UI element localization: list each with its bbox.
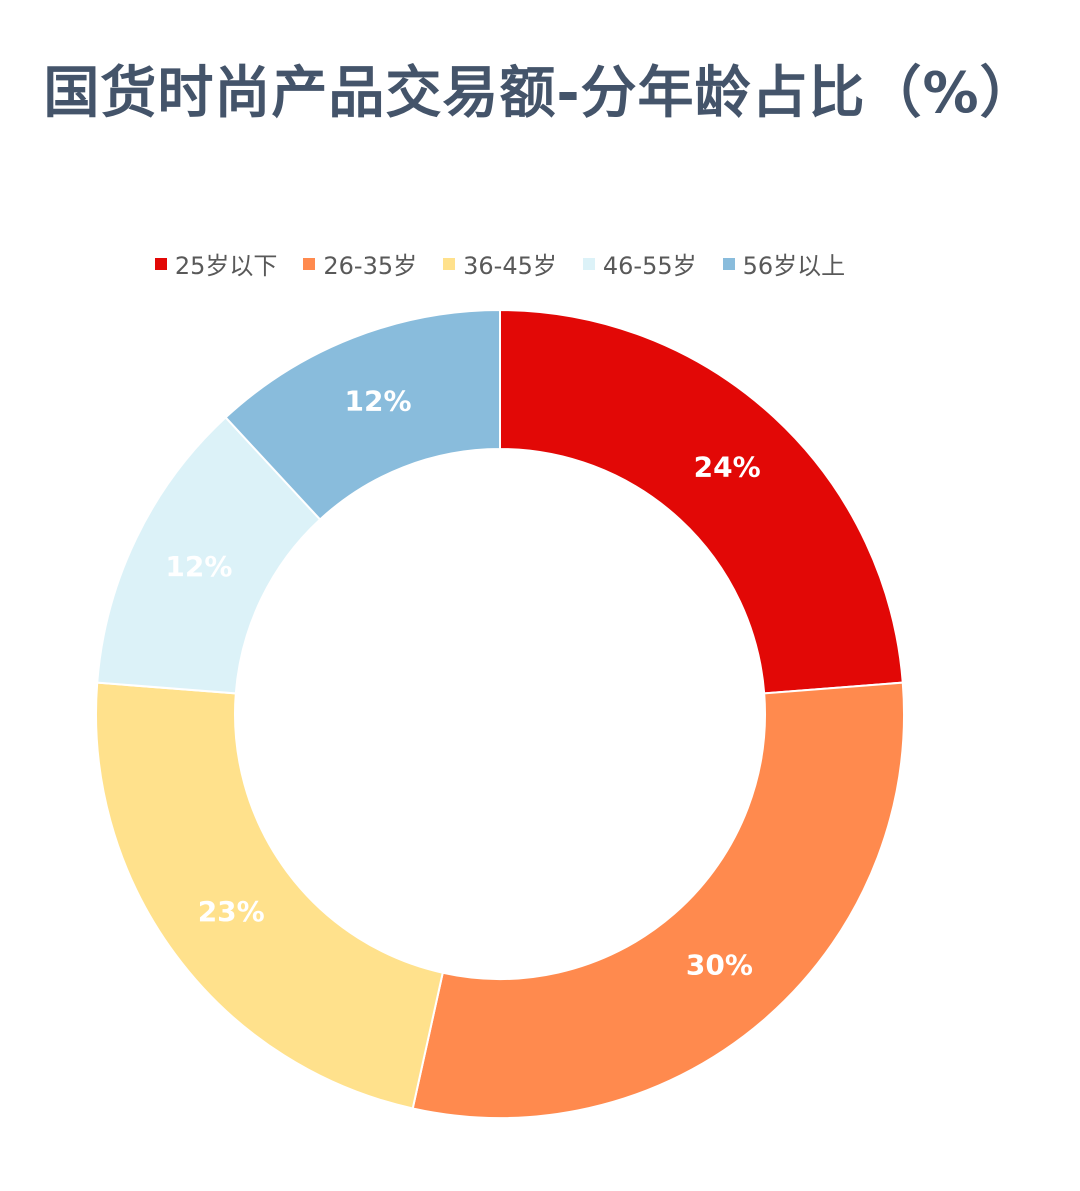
slice-56-over: [224, 308, 501, 521]
slice-25-under: [499, 308, 904, 695]
slice-36-45: [95, 681, 444, 1110]
legend-label: 46-55岁: [602, 252, 697, 280]
legend-label: 26-35岁: [323, 252, 418, 280]
legend-swatch: [582, 257, 595, 270]
data-label: 30%: [686, 948, 753, 981]
legend-swatch: [443, 257, 456, 270]
slice-26-35: [411, 681, 905, 1119]
chart-title: 国货时尚产品交易额-分年龄占比（%）: [43, 61, 1037, 126]
legend-item-26-35: 26-35岁: [303, 246, 417, 281]
legend-label: 36-45岁: [463, 252, 557, 280]
legend-label: 56岁以上: [742, 252, 846, 280]
legend: 25岁以下 26-35岁 36-45岁 46-55岁 56岁以上: [0, 246, 1000, 281]
legend-item-25-under: 25岁以下: [154, 246, 278, 281]
data-label: 12%: [345, 385, 412, 418]
legend-swatch: [722, 257, 735, 270]
legend-item-36-45: 36-45岁: [443, 246, 557, 281]
data-label: 24%: [694, 450, 761, 483]
legend-item-56-over: 56岁以上: [722, 246, 846, 281]
legend-swatch: [303, 257, 316, 270]
data-label: 23%: [198, 895, 265, 928]
legend-swatch: [154, 257, 167, 270]
data-label: 12%: [165, 550, 232, 583]
legend-label: 25岁以下: [174, 252, 278, 280]
legend-item-46-55: 46-55岁: [582, 246, 697, 281]
